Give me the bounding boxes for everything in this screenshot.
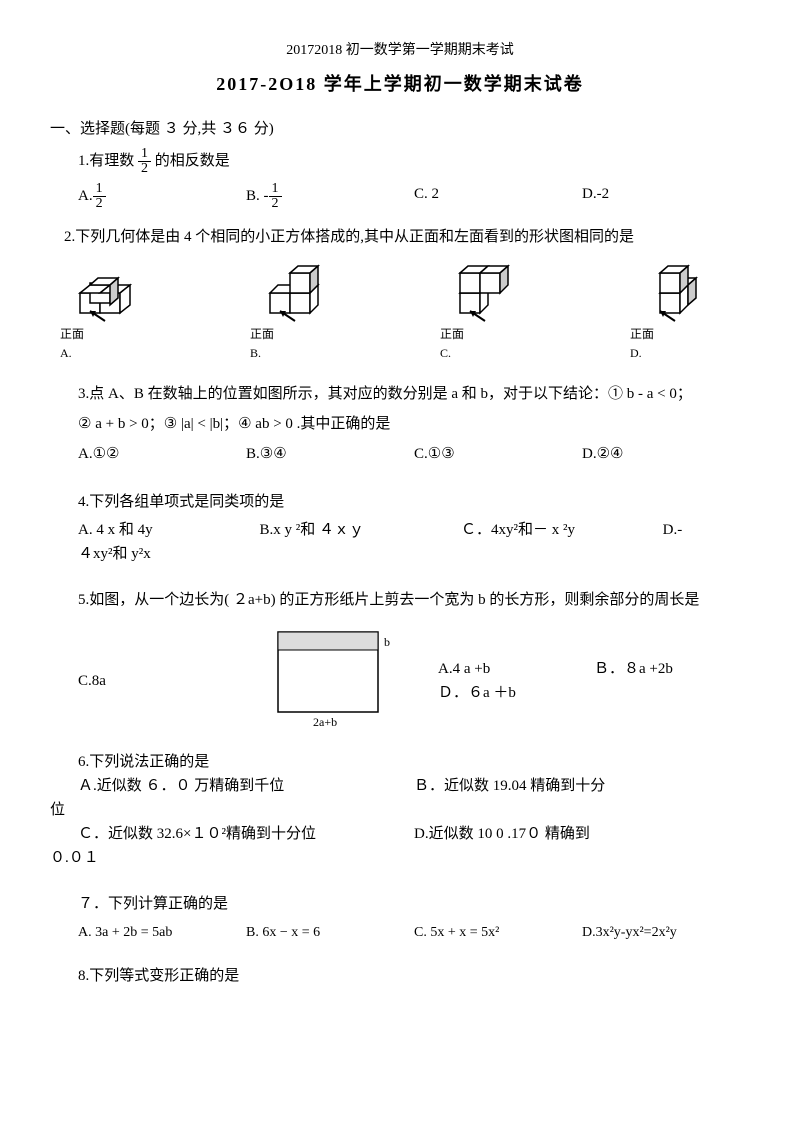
q4-opt-b: B.x y ²和 ４ｘｙ	[259, 518, 461, 542]
question-6: 6.下列说法正确的是 Ａ.近似数 ６．０ 万精确到千位 Ｂ．近似数 19.04 …	[78, 750, 750, 870]
q4-opt-d: D.-	[663, 518, 730, 542]
q7-opt-b: B. 6x − x = 6	[246, 922, 414, 944]
question-3: 3.点 A、B 在数轴上的位置如图所示，其对应的数分别是 a 和 b，对于以下结…	[78, 382, 750, 466]
page-title: 2017-2O18 学年上学期初一数学期末试卷	[50, 70, 750, 99]
q6-opt-b-cont: 位	[50, 798, 750, 822]
q7-opt-c: C. 5x + x = 5x²	[414, 922, 582, 944]
q3-opt-a: A.①②	[78, 442, 246, 466]
q4-text: 4.下列各组单项式是同类项的是	[78, 490, 750, 514]
q6-text: 6.下列说法正确的是	[78, 750, 750, 774]
q6-opt-d: D.近似数 10 0 .17０ 精确到	[414, 822, 750, 846]
q6-opt-c: Ｃ．近似数 32.6×１０²精确到十分位	[78, 822, 414, 846]
q1-text-pre: 1.有理数	[78, 153, 134, 169]
q2-fig-a: 正面A.	[60, 263, 170, 363]
q2-fig-c: 正面C.	[440, 263, 550, 363]
q5-text: 5.如图，从一个边长为( ２a+b) 的正方形纸片上剪去一个宽为 b 的长方形，…	[78, 588, 750, 612]
q6-opt-a: Ａ.近似数 ６．０ 万精确到千位	[78, 774, 414, 798]
question-4: 4.下列各组单项式是同类项的是 A. 4 x 和 4y B.x y ²和 ４ｘｙ…	[78, 490, 750, 566]
q4-opt-c: Ｃ．4xy²和－ x ²y	[461, 518, 663, 542]
svg-text:2a+b: 2a+b	[313, 715, 337, 729]
question-5: 5.如图，从一个边长为( ２a+b) 的正方形纸片上剪去一个宽为 b 的长方形，…	[78, 588, 750, 740]
q4-opt-a: A. 4 x 和 4y	[78, 518, 259, 542]
q3-opt-c: C.①③	[414, 442, 582, 466]
q3-line1: 3.点 A、B 在数轴上的位置如图所示，其对应的数分别是 a 和 b，对于以下结…	[78, 382, 750, 406]
q6-opt-b: Ｂ．近似数 19.04 精确到十分	[414, 774, 750, 798]
question-7: ７．下列计算正确的是 A. 3a + 2b = 5ab B. 6x − x = …	[78, 892, 750, 944]
q2-fig-d: 正面D.	[630, 263, 740, 363]
question-1: 1.有理数 12 的相反数是 A.12 B. -12 C. 2 D.-2	[78, 147, 750, 211]
question-2-text: 2.下列几何体是由 4 个相同的小正方体搭成的,其中从正面和左面看到的形状图相同…	[64, 225, 750, 249]
q7-text: ７．下列计算正确的是	[78, 892, 750, 916]
q6-opt-d-cont: ０.０１	[50, 846, 750, 870]
q1-fraction: 12	[138, 147, 151, 176]
q1-text-post: 的相反数是	[155, 153, 230, 169]
q5-opt-b: Ｂ．８a +2b	[594, 657, 750, 681]
q1-opt-a: A.12	[78, 182, 246, 211]
q5-figure: b 2a+b	[238, 622, 438, 740]
q7-opt-a: A. 3a + 2b = 5ab	[78, 922, 246, 944]
q3-line2: ② a + b > 0；③ |a| < |b|；④ ab > 0 .其中正确的是	[78, 412, 750, 436]
q8-text: 8.下列等式变形正确的是	[78, 964, 750, 988]
q3-opt-d: D.②④	[582, 442, 750, 466]
svg-text:b: b	[384, 635, 390, 649]
question-2-figures: 正面A. 正面B.	[60, 263, 740, 363]
q7-opt-d: D.3x²y-yx²=2x²y	[582, 922, 750, 944]
q5-opt-d: Ｄ．６a ＋b	[438, 681, 594, 705]
q5-opt-a: A.4 a +b	[438, 657, 594, 681]
q1-opt-b: B. -12	[246, 182, 414, 211]
section-heading: 一、选择题(每题 ３ 分,共 ３６ 分)	[50, 117, 750, 141]
q5-opt-c: C.8a	[78, 669, 238, 693]
q4-opt-d-cont: ４xy²和 y²x	[78, 542, 750, 566]
question-8: 8.下列等式变形正确的是	[78, 964, 750, 988]
header-context: 20172018 初一数学第一学期期末考试	[50, 40, 750, 62]
q3-opt-b: B.③④	[246, 442, 414, 466]
q1-opt-d: D.-2	[582, 182, 750, 211]
q1-opt-c: C. 2	[414, 182, 582, 211]
q2-fig-b: 正面B.	[250, 263, 360, 363]
